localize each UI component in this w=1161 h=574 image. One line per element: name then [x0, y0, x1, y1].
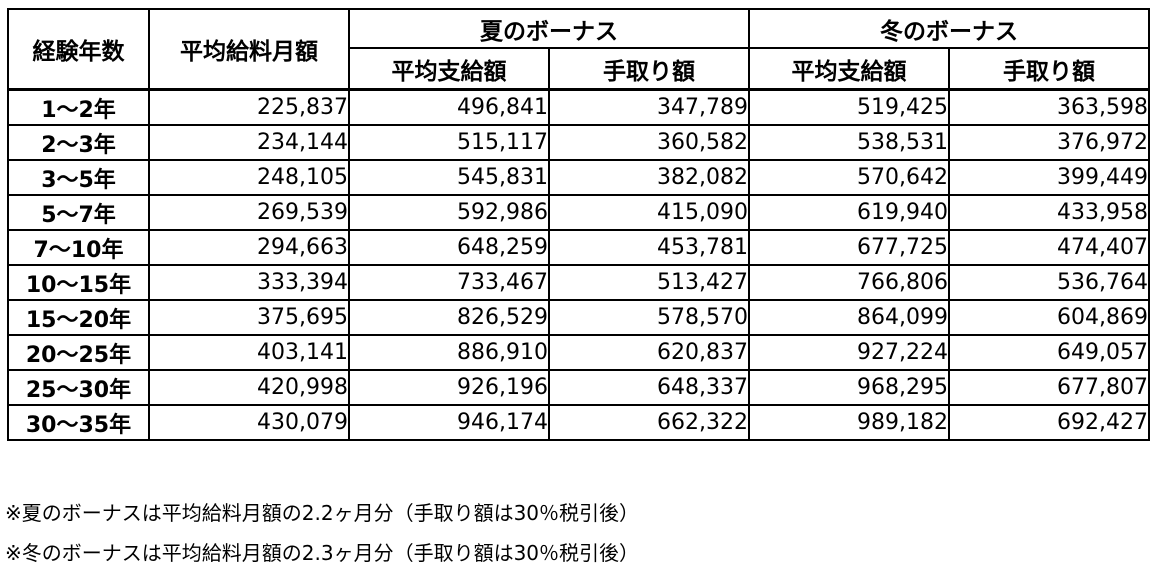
- table-row: 15〜20年 375,695 826,529 578,570 864,099 604,86…: [7, 299, 1150, 336]
- table-row: 3〜5年 248,105 545,831 382,082 570,642 399,449: [7, 159, 1150, 196]
- cell-summer-take-home: 453,781: [548, 229, 750, 266]
- cell-winter-avg-paid: 989,182: [748, 404, 950, 441]
- cell-winter-take-home: 536,764: [948, 264, 1150, 301]
- header-winter-avg-paid: 平均支給額: [748, 47, 950, 91]
- cell-winter-avg-paid: 538,531: [748, 124, 950, 161]
- cell-winter-avg-paid: 766,806: [748, 264, 950, 301]
- header-summer-take-home: 手取り額: [548, 47, 750, 91]
- cell-experience: 7〜10年: [7, 229, 150, 266]
- header-experience: 経験年数: [7, 8, 150, 91]
- header-avg-monthly-salary: 平均給料月額: [148, 8, 350, 91]
- cell-experience: 3〜5年: [7, 159, 150, 196]
- cell-winter-avg-paid: 619,940: [748, 194, 950, 231]
- cell-summer-avg-paid: 946,174: [348, 404, 550, 441]
- cell-winter-take-home: 649,057: [948, 334, 1150, 371]
- header-winter-take-home: 手取り額: [948, 47, 1150, 91]
- cell-summer-take-home: 648,337: [548, 369, 750, 406]
- cell-winter-avg-paid: 968,295: [748, 369, 950, 406]
- cell-winter-take-home: 692,427: [948, 404, 1150, 441]
- footnote-summer: ※夏のボーナスは平均給料月額の2.2ヶ月分（手取り額は30％税引後）: [5, 501, 640, 525]
- cell-winter-take-home: 399,449: [948, 159, 1150, 196]
- cell-summer-avg-paid: 592,986: [348, 194, 550, 231]
- header-row-sub: 平均支給額 手取り額 平均支給額 手取り額: [8, 47, 1150, 91]
- cell-avg-monthly-salary: 248,105: [148, 159, 350, 196]
- table-row: 1〜2年 225,837 496,841 347,789 519,425 363,598: [7, 88, 1150, 126]
- header-summer-avg-paid: 平均支給額: [348, 47, 550, 91]
- cell-winter-take-home: 376,972: [948, 124, 1150, 161]
- table-row: 7〜10年 294,663 648,259 453,781 677,725 474,407: [7, 229, 1150, 266]
- cell-winter-take-home: 677,807: [948, 369, 1150, 406]
- cell-summer-avg-paid: 496,841: [348, 88, 550, 126]
- table-body: 1〜2年 225,837 496,841 347,789 519,425 363,598 2…: [7, 88, 1150, 441]
- cell-experience: 10〜15年: [7, 264, 150, 301]
- cell-experience: 30〜35年: [7, 404, 150, 441]
- cell-winter-avg-paid: 864,099: [748, 299, 950, 336]
- header-winter-bonus: 冬のボーナス: [748, 8, 1150, 49]
- footnotes: ※夏のボーナスは平均給料月額の2.2ヶ月分（手取り額は30％税引後） ※冬のボー…: [5, 493, 639, 573]
- cell-summer-avg-paid: 826,529: [348, 299, 550, 336]
- cell-summer-take-home: 662,322: [548, 404, 750, 441]
- cell-summer-avg-paid: 733,467: [348, 264, 550, 301]
- cell-winter-take-home: 433,958: [948, 194, 1150, 231]
- cell-winter-avg-paid: 570,642: [748, 159, 950, 196]
- cell-experience: 20〜25年: [7, 334, 150, 371]
- cell-summer-take-home: 415,090: [548, 194, 750, 231]
- cell-avg-monthly-salary: 333,394: [148, 264, 350, 301]
- cell-experience: 1〜2年: [7, 88, 150, 126]
- table-row: 30〜35年 430,079 946,174 662,322 989,182 692,42…: [7, 404, 1150, 441]
- cell-summer-take-home: 620,837: [548, 334, 750, 371]
- header-summer-bonus: 夏のボーナス: [348, 8, 750, 49]
- table-row: 5〜7年 269,539 592,986 415,090 619,940 433,958: [7, 194, 1150, 231]
- cell-experience: 25〜30年: [7, 369, 150, 406]
- cell-avg-monthly-salary: 403,141: [148, 334, 350, 371]
- cell-winter-avg-paid: 927,224: [748, 334, 950, 371]
- cell-avg-monthly-salary: 294,663: [148, 229, 350, 266]
- cell-avg-monthly-salary: 420,998: [148, 369, 350, 406]
- cell-winter-avg-paid: 519,425: [748, 88, 950, 126]
- cell-summer-take-home: 347,789: [548, 88, 750, 126]
- table-row: 25〜30年 420,998 926,196 648,337 968,295 677,80…: [7, 369, 1150, 406]
- cell-summer-avg-paid: 886,910: [348, 334, 550, 371]
- cell-avg-monthly-salary: 375,695: [148, 299, 350, 336]
- cell-experience: 15〜20年: [7, 299, 150, 336]
- footnote-winter: ※冬のボーナスは平均給料月額の2.3ヶ月分（手取り額は30％税引後）: [5, 541, 640, 565]
- cell-summer-take-home: 382,082: [548, 159, 750, 196]
- header-row-top: 経験年数 平均給料月額 夏のボーナス 冬のボーナス: [7, 8, 1150, 91]
- cell-avg-monthly-salary: 269,539: [148, 194, 350, 231]
- cell-summer-avg-paid: 648,259: [348, 229, 550, 266]
- cell-summer-avg-paid: 545,831: [348, 159, 550, 196]
- cell-avg-monthly-salary: 225,837: [148, 88, 350, 126]
- cell-winter-take-home: 474,407: [948, 229, 1150, 266]
- cell-winter-avg-paid: 677,725: [748, 229, 950, 266]
- cell-summer-avg-paid: 926,196: [348, 369, 550, 406]
- cell-summer-take-home: 360,582: [548, 124, 750, 161]
- bonus-table: 経験年数 平均給料月額 夏のボーナス 冬のボーナス 平均支給額 手取り額 平均支…: [7, 8, 1150, 441]
- cell-summer-take-home: 578,570: [548, 299, 750, 336]
- table-row: 2〜3年 234,144 515,117 360,582 538,531 376,972: [7, 124, 1150, 161]
- cell-winter-take-home: 604,869: [948, 299, 1150, 336]
- table-row: 20〜25年 403,141 886,910 620,837 927,224 649,05…: [7, 334, 1150, 371]
- cell-avg-monthly-salary: 430,079: [148, 404, 350, 441]
- cell-avg-monthly-salary: 234,144: [148, 124, 350, 161]
- cell-experience: 5〜7年: [7, 194, 150, 231]
- cell-experience: 2〜3年: [7, 124, 150, 161]
- table-row: 10〜15年 333,394 733,467 513,427 766,806 536,76…: [7, 264, 1150, 301]
- cell-summer-avg-paid: 515,117: [348, 124, 550, 161]
- cell-winter-take-home: 363,598: [948, 88, 1150, 126]
- cell-summer-take-home: 513,427: [548, 264, 750, 301]
